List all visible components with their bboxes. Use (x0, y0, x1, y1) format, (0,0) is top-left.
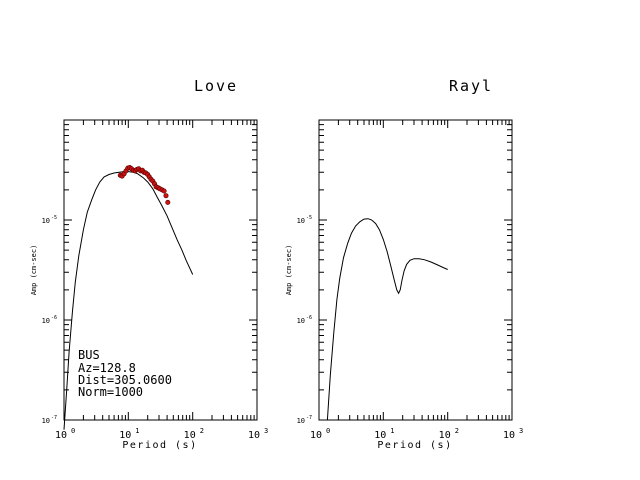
love-xtick-label-1: 10 (119, 430, 131, 441)
rayl-ytick-exponent-0: -5 (306, 215, 312, 221)
rayl-ticks-path (318, 120, 513, 421)
rayl-title: Rayl (449, 77, 493, 95)
rayl-xtick-exponent-1: 1 (390, 427, 394, 435)
love-series-line-0 (63, 171, 194, 430)
rayl-ytick-label-1: 10 (297, 317, 305, 325)
love-ytick-exponent-0: -5 (51, 215, 57, 221)
rayl-xtick-label-0: 10 (310, 430, 322, 441)
rayl-xtick-exponent-2: 2 (455, 427, 459, 435)
love-xtick-label-3: 10 (248, 430, 260, 441)
rayl-series-line-0 (326, 218, 448, 421)
love-title: Love (194, 77, 238, 95)
rayl-ytick-exponent-2: -7 (306, 415, 312, 421)
rayl-xtick-label-3: 10 (503, 430, 515, 441)
rayl-xtick-label-1: 10 (374, 430, 386, 441)
love-observed-point (163, 193, 169, 199)
rayl-tick-marks (318, 120, 513, 421)
love-tick-labels: 10 0 10 1 10 2 10 310 -510 -610 -7 (42, 215, 269, 441)
love-ytick-label-1: 10 (42, 317, 50, 325)
station-annotation: BUS Az=128.8 Dist=305.0600 Norm=1000 (78, 348, 172, 399)
love-xtick-exponent-1: 1 (135, 427, 139, 435)
rayl-xtick-exponent-0: 0 (326, 427, 330, 435)
rayl-ytick-label-2: 10 (297, 417, 305, 425)
rayl-panel: Rayl Period (s) Amp (cm-sec) 10 0 10 1 10 2 10… (285, 77, 523, 451)
love-xtick-exponent-3: 3 (264, 427, 268, 435)
love-panel: Love Period (s) Amp (cm-sec) 10 0 10 1 10 2 10… (30, 77, 268, 451)
rayl-xlabel: Period (s) (377, 440, 452, 451)
love-xtick-label-2: 10 (184, 430, 196, 441)
rayl-ytick-exponent-1: -6 (306, 315, 312, 321)
love-ytick-exponent-1: -6 (51, 315, 57, 321)
annotation-distance: Dist=305.0600 (78, 373, 172, 387)
annotation-norm: Norm=1000 (78, 385, 143, 399)
love-ytick-label-2: 10 (42, 417, 50, 425)
rayl-xtick-exponent-3: 3 (519, 427, 523, 435)
rayl-series (326, 218, 448, 421)
love-xlabel: Period (s) (122, 440, 197, 451)
love-observed-point (165, 199, 171, 205)
rayl-plot-frame (318, 119, 513, 421)
love-ticks-path (63, 120, 258, 421)
rayl-ylabel: Amp (cm-sec) (285, 245, 293, 296)
love-ylabel: Amp (cm-sec) (30, 245, 38, 296)
love-ytick-label-0: 10 (42, 217, 50, 225)
love-xtick-label-0: 10 (55, 430, 67, 441)
rayl-tick-labels: 10 0 10 1 10 2 10 310 -510 -610 -7 (297, 215, 524, 441)
love-series (63, 165, 194, 430)
love-tick-marks (63, 120, 258, 421)
rayl-ytick-label-0: 10 (297, 217, 305, 225)
love-xtick-exponent-0: 0 (71, 427, 75, 435)
love-xtick-exponent-2: 2 (200, 427, 204, 435)
annotation-azimuth: Az=128.8 (78, 361, 136, 375)
love-observed-point (161, 188, 167, 194)
love-plot-frame (63, 119, 258, 421)
rayl-xtick-label-2: 10 (439, 430, 451, 441)
love-ytick-exponent-2: -7 (51, 415, 57, 421)
annotation-station: BUS (78, 348, 100, 362)
